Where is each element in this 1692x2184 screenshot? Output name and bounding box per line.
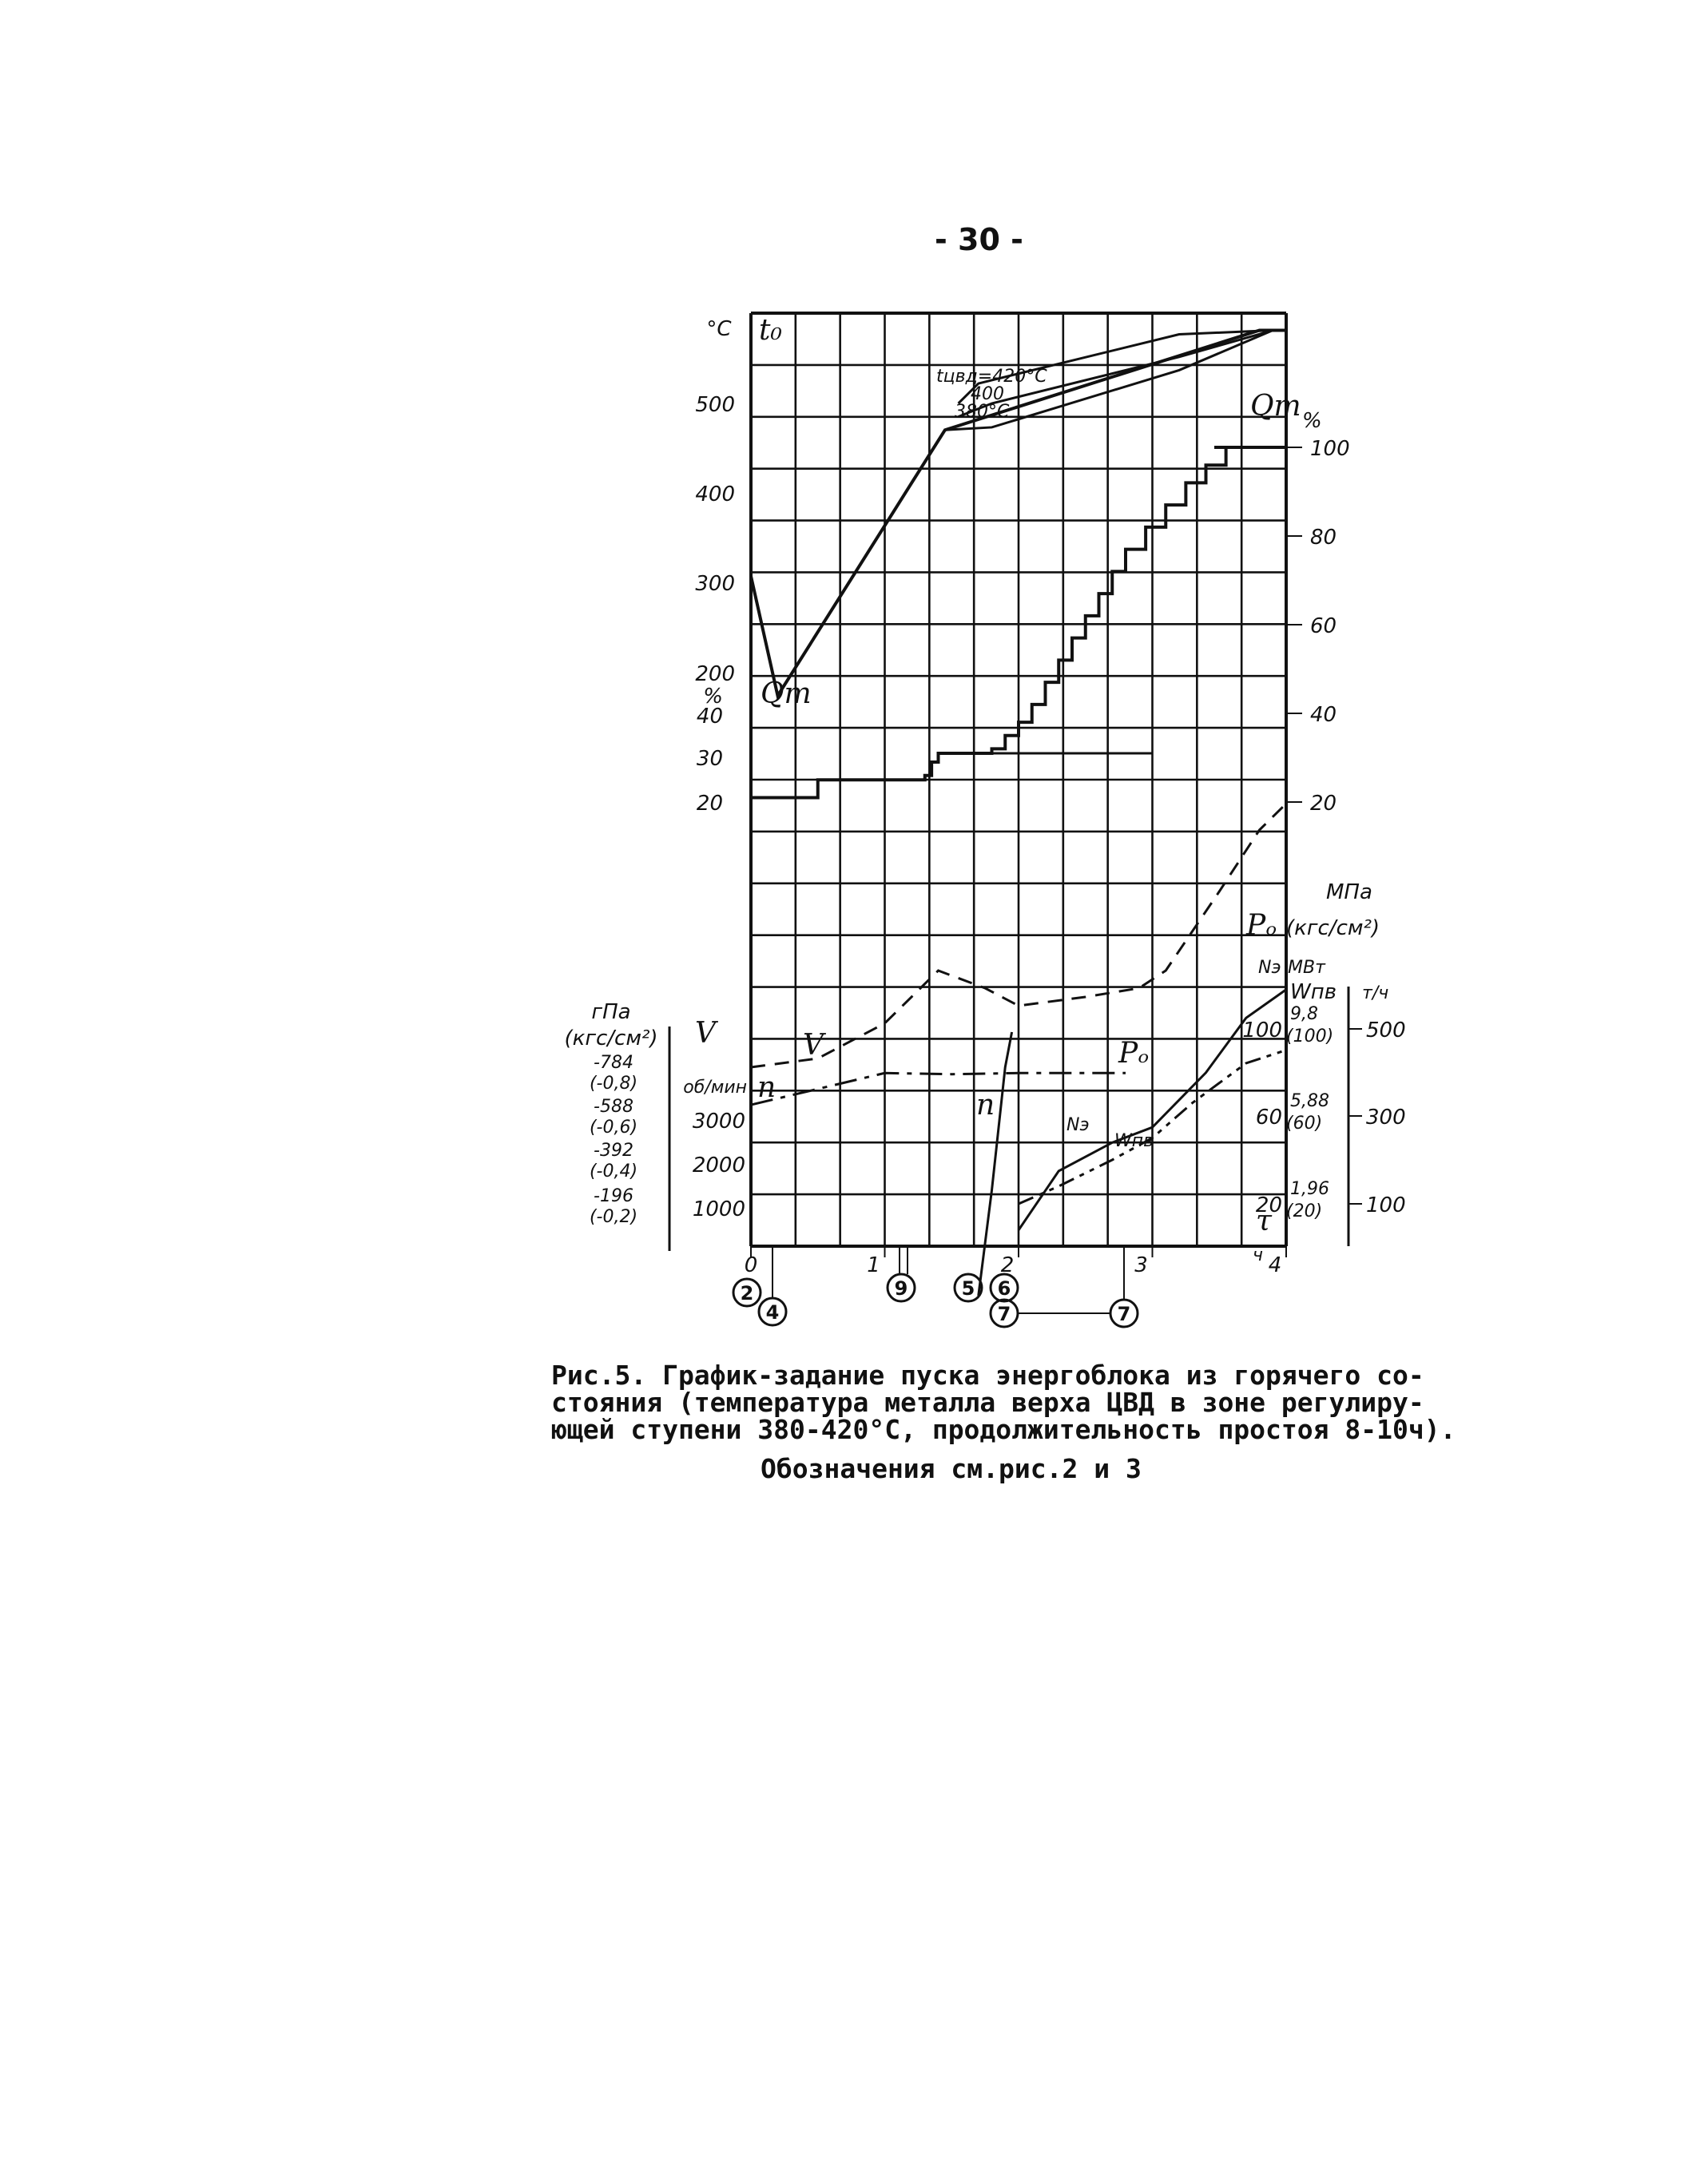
y-tick-label: 40 (697, 705, 723, 729)
y-tick-label: 20 (1310, 792, 1337, 816)
y-tick-label: 30 (697, 747, 723, 771)
x-tick-label: 1 (867, 1253, 880, 1277)
y-tick-label: 20 (1256, 1193, 1282, 1217)
y-tick-label: 300 (695, 572, 735, 596)
series-label-ne-axis: Nэ (1258, 958, 1281, 978)
x-axis-label: τ (1256, 1205, 1273, 1237)
curve-label-tcvd-420: tцвд=420°C (936, 367, 1047, 387)
series-qt-step-line (751, 446, 1286, 800)
series-label-wpv-axis: Wпв (1290, 980, 1337, 1004)
y-tick-label: (-0,6) (590, 1118, 637, 1138)
series-v-line (750, 1071, 1126, 1106)
marker-label: 6 (998, 1277, 1011, 1300)
y-tick-label: 60 (1256, 1106, 1282, 1130)
y-axis-unit-mpa: МПа (1326, 880, 1372, 904)
y-axis-unit-hpa: гПа (591, 1000, 630, 1024)
y-axis-unit-mw: МВт (1288, 958, 1326, 978)
caption-line-3: ющей ступени 380-420°С, продолжительност… (551, 1414, 1456, 1445)
marker-label: 7 (1118, 1303, 1131, 1325)
y-axis-unit-percent-right: % (1302, 409, 1322, 433)
y-tick-label: 5,88 (1290, 1091, 1329, 1111)
series-n-line (750, 802, 1288, 1069)
marker-label: 9 (895, 1277, 908, 1300)
curve-label-n: n (976, 1089, 995, 1122)
caption-legend: Обозначения см.рис.2 и 3 (761, 1453, 1142, 1484)
x-tick-label: 2 (1001, 1253, 1015, 1277)
y-axis-unit-celsius: °C (706, 317, 732, 341)
series-tcvd-380-line (944, 329, 1273, 431)
x-tick-label: 0 (745, 1253, 758, 1277)
y-tick-label: 500 (695, 393, 735, 417)
caption-line-2: стояния (температура металла верха ЦВД в… (551, 1387, 1424, 1418)
y-tick-label: 9,8 (1290, 1004, 1318, 1024)
y-tick-label: 20 (697, 792, 723, 816)
y-axis-unit-kgf: (кгс/см²) (564, 1026, 657, 1050)
y2-axis-unit-percent: % (703, 685, 723, 709)
curve-label-p0: Pₒ (1118, 1037, 1149, 1070)
series-label-t0: t₀ (759, 314, 782, 347)
y-tick-label: 400 (695, 482, 735, 506)
caption-line-1: Рис.5. График-задание пуска энергоблока … (551, 1360, 1424, 1391)
y-tick-label: 1,96 (1290, 1179, 1329, 1199)
marker-label: 2 (741, 1282, 754, 1304)
series-label-qt-right: Qт (1250, 390, 1301, 423)
marker-circle (989, 1273, 1019, 1303)
marker-label: 5 (962, 1277, 975, 1300)
marker-label: 4 (766, 1301, 780, 1324)
marker-circle (732, 1277, 762, 1308)
y-tick-label: (-0,2) (590, 1207, 637, 1227)
y-axis-unit-rpm: об/мин (683, 1078, 747, 1098)
y-axis-unit-th: т/ч (1362, 983, 1388, 1003)
x-axis-unit: ч (1253, 1245, 1263, 1265)
curve-label-ne: Nэ (1066, 1115, 1090, 1135)
series-label-v-axis: V (695, 1017, 719, 1050)
curve-label-400: 400 (971, 384, 1004, 404)
x-tick-label: 4 (1269, 1253, 1282, 1277)
y-tick-label: 1000 (693, 1197, 745, 1221)
series-n-rise-line (977, 1031, 1014, 1297)
series-wpv-line (1018, 1049, 1287, 1205)
y-axis-unit-kgf-right: (кгс/см²) (1286, 916, 1380, 940)
curve-label-wpv: Wпв (1114, 1131, 1154, 1151)
y-tick-label: -784 (594, 1053, 634, 1073)
y-tick-label: (60) (1286, 1114, 1322, 1134)
series-tcvd-400-line (958, 329, 1273, 419)
y-tick-label: 60 (1310, 614, 1337, 638)
chart-series (749, 328, 1288, 1297)
page-number: - 30 - (935, 222, 1023, 257)
y-tick-label: 200 (695, 662, 735, 686)
series-ne-line (1017, 988, 1287, 1231)
y-tick-label: 100 (1242, 1019, 1282, 1042)
marker-circle (886, 1273, 916, 1303)
y-tick-label: 80 (1310, 526, 1337, 550)
y-tick-label: -196 (594, 1186, 634, 1206)
marker-circle (953, 1273, 983, 1303)
curve-label-380: 380°C (955, 402, 1010, 422)
y-tick-label: -588 (594, 1097, 634, 1117)
marker-label: 7 (998, 1303, 1011, 1325)
y-tick-label: 500 (1366, 1019, 1406, 1042)
x-tick-label: 3 (1134, 1253, 1148, 1277)
y-tick-label: (100) (1286, 1026, 1333, 1046)
y-tick-label: 100 (1310, 437, 1350, 461)
series-tcvd-420-line (957, 329, 1273, 405)
y-tick-label: (-0,4) (590, 1161, 637, 1181)
series-label-p0-axis: Pₒ (1245, 909, 1277, 942)
y-tick-label: 3000 (693, 1110, 745, 1134)
y-tick-label: (20) (1286, 1201, 1322, 1221)
y-tick-label: 300 (1366, 1106, 1406, 1130)
chart-markers: 249 5 67 7 (732, 1248, 1139, 1328)
y-tick-label: (-0,8) (590, 1074, 637, 1094)
curve-label-v: V (803, 1029, 827, 1062)
series-label-n-left: n (757, 1071, 776, 1104)
y-tick-label: 40 (1310, 703, 1337, 727)
y-tick-label: 100 (1366, 1193, 1406, 1217)
y-tick-label: 2000 (693, 1154, 745, 1177)
y-tick-label: -392 (594, 1141, 634, 1161)
